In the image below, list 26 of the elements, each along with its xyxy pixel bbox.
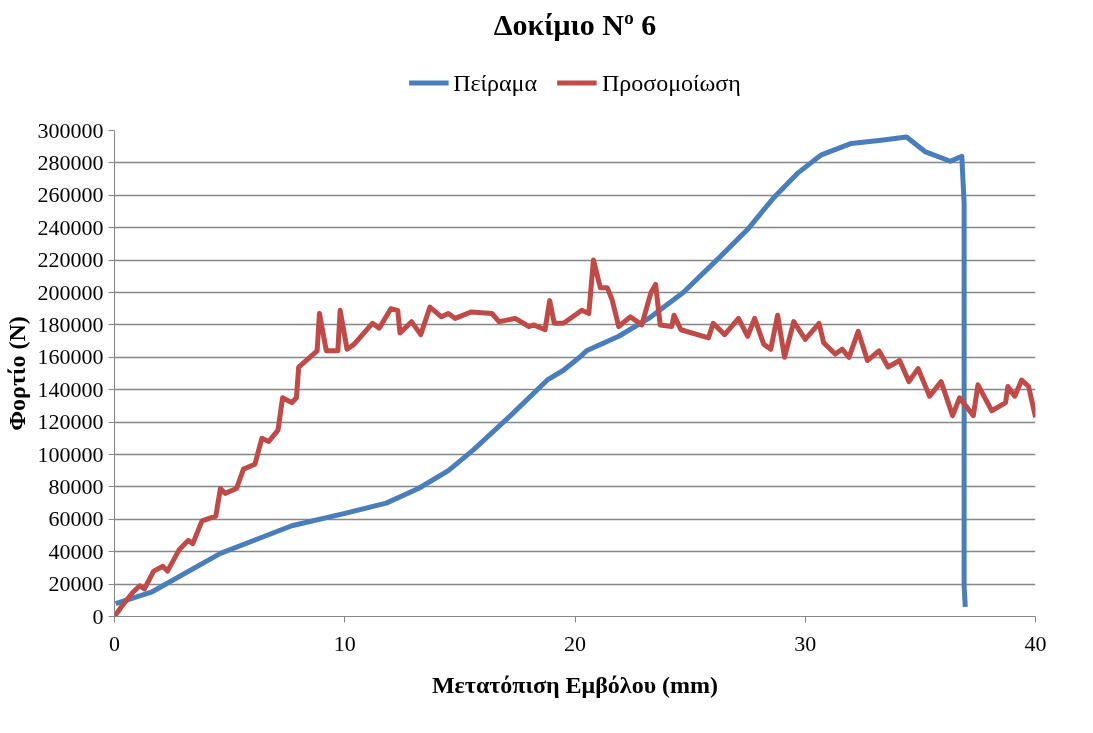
y-tick-label: 160000 — [37, 344, 104, 370]
y-tick-label: 200000 — [37, 279, 104, 305]
y-tick-label: 180000 — [37, 311, 104, 337]
x-axis-title: Μετατόπιση Εμβόλου (mm) — [431, 671, 719, 698]
y-tick-label: 260000 — [37, 182, 104, 208]
y-tick-label: 220000 — [37, 247, 104, 273]
x-tick-label: 40 — [1024, 630, 1047, 656]
y-tick-label: 60000 — [48, 506, 104, 532]
y-tick-label: 300000 — [37, 117, 104, 143]
legend-label: Προσομοίωση — [602, 69, 741, 96]
y-tick-label: 280000 — [37, 149, 104, 175]
y-tick-label: 140000 — [37, 376, 104, 402]
chart-title: Δοκίμιο Nº 6 — [493, 7, 657, 41]
x-tick-label: 0 — [109, 630, 120, 656]
y-tick-label: 0 — [92, 603, 104, 629]
y-tick-label: 100000 — [37, 441, 104, 467]
x-tick-label: 30 — [794, 630, 817, 656]
x-tick-label: 10 — [333, 630, 356, 656]
x-tick-label: 20 — [564, 630, 586, 656]
y-tick-label: 20000 — [48, 571, 104, 597]
y-tick-label: 40000 — [48, 538, 104, 564]
y-tick-label: 240000 — [37, 214, 104, 240]
legend-label: Πείραμα — [453, 69, 537, 96]
y-tick-label: 80000 — [48, 473, 104, 499]
y-axis-title: Φορτίο (N) — [3, 316, 30, 431]
y-tick-label: 120000 — [37, 409, 104, 435]
